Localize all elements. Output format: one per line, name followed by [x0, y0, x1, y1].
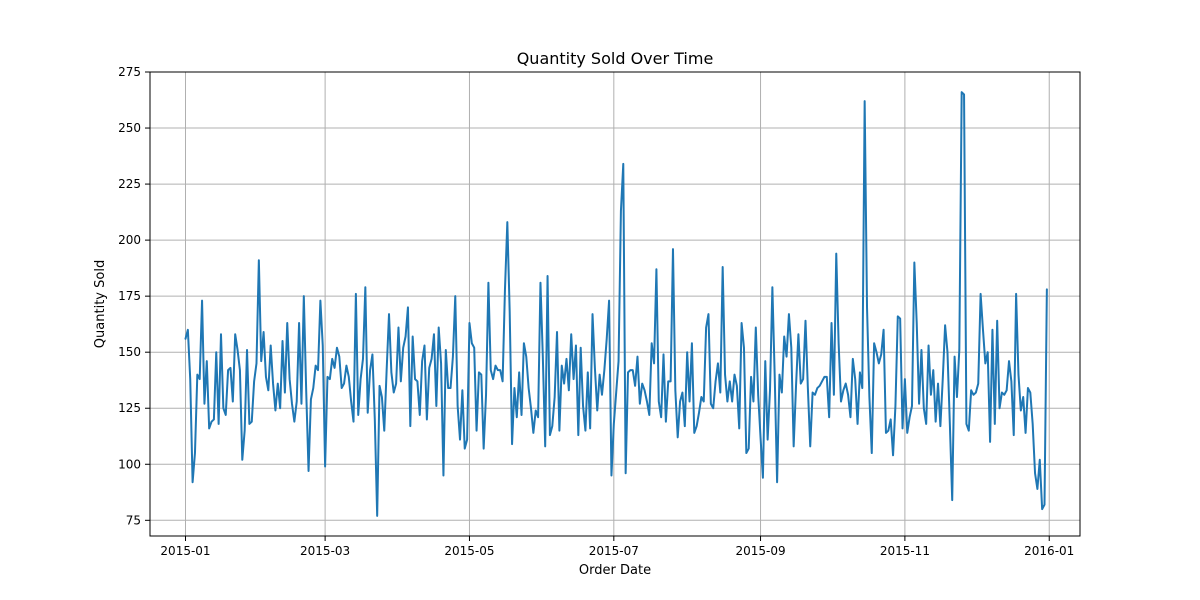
y-tick-label: 175 [118, 289, 141, 303]
x-tick-label: 2016-01 [1024, 544, 1074, 558]
y-tick-label: 200 [118, 233, 141, 247]
chart-title: Quantity Sold Over Time [517, 49, 714, 68]
x-tick-label: 2015-11 [880, 544, 930, 558]
series-line [184, 91, 1048, 517]
x-tick-label: 2015-01 [160, 544, 210, 558]
y-tick-label: 250 [118, 121, 141, 135]
x-tick-label: 2015-07 [589, 544, 639, 558]
y-tick-label: 125 [118, 401, 141, 415]
y-tick-label: 150 [118, 345, 141, 359]
x-tick-label: 2015-05 [444, 544, 494, 558]
y-tick-label: 275 [118, 65, 141, 79]
x-tick-label: 2015-09 [735, 544, 785, 558]
y-tick-label: 225 [118, 177, 141, 191]
y-tick-label: 75 [126, 513, 141, 527]
y-axis: 75 100 125 150 175 200 225 250 275 [118, 65, 150, 527]
y-axis-label: Quantity Sold [93, 260, 108, 348]
x-axis-label: Order Date [579, 563, 651, 578]
x-axis: 2015-01 2015-03 2015-05 2015-07 2015-09 2015-… [160, 536, 1074, 558]
y-tick-label: 100 [118, 457, 141, 471]
x-tick-label: 2015-03 [300, 544, 350, 558]
plot-frame [149, 71, 1081, 537]
